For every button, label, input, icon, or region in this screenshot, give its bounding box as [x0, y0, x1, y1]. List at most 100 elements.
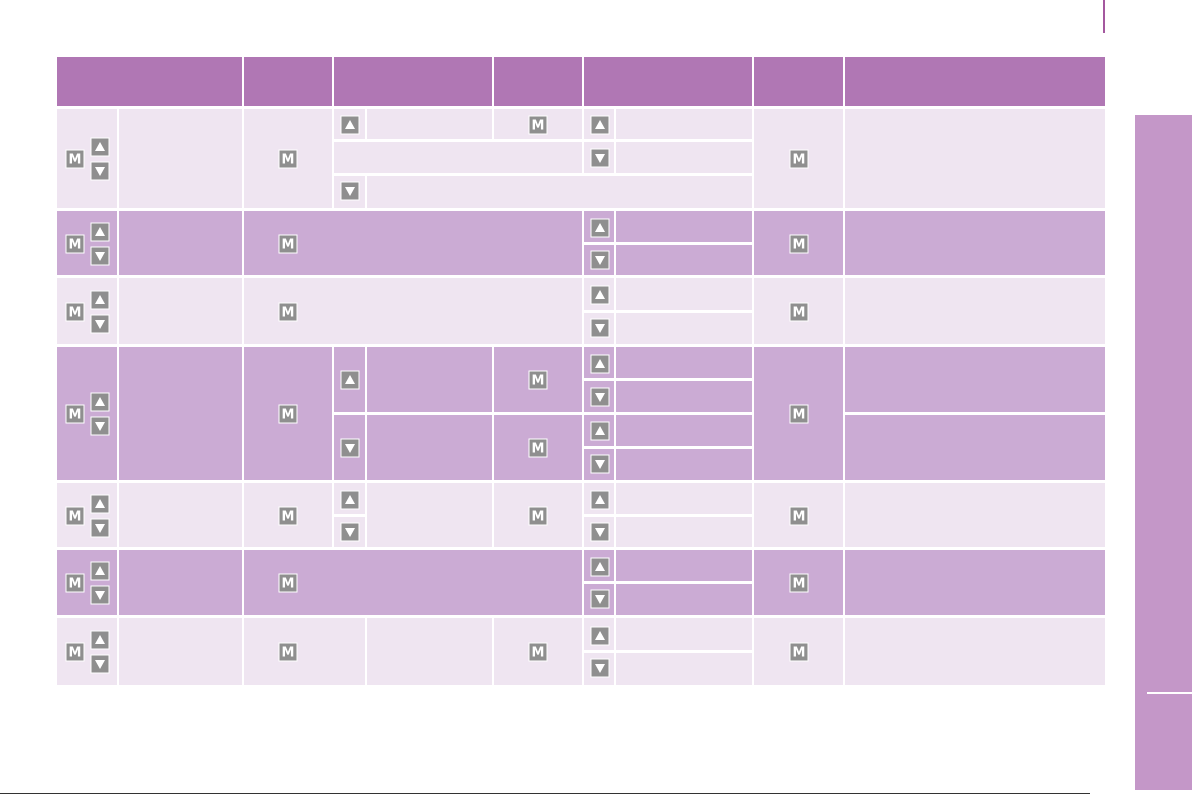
- header-divider: [582, 57, 584, 106]
- icon-box: [65, 234, 85, 254]
- table-cell: [119, 109, 242, 208]
- button-m: M: [793, 646, 806, 661]
- arrow-down: [595, 460, 605, 469]
- icon-box: [789, 404, 809, 424]
- table-cell: [616, 517, 752, 547]
- header-dividers: [242, 57, 845, 106]
- arrow-down: [345, 444, 355, 453]
- arrow-down: [595, 256, 605, 265]
- table-cell: [367, 109, 492, 139]
- arrow-down: [595, 528, 605, 537]
- icon-box: [278, 302, 298, 322]
- table-cell: [334, 142, 582, 173]
- icon-box: [65, 149, 85, 169]
- header-divider: [492, 57, 494, 106]
- table-cell: [244, 550, 582, 615]
- table-cell: [845, 618, 1105, 685]
- side-tab-line: [1147, 692, 1192, 694]
- icon-box: [789, 234, 809, 254]
- button-m: M: [69, 577, 82, 592]
- table-cell: [244, 211, 582, 275]
- icon-box: [278, 234, 298, 254]
- table-cell: [616, 142, 752, 173]
- arrow-up: [595, 290, 605, 299]
- button-m: M: [793, 510, 806, 525]
- table-cell: [367, 415, 492, 480]
- table-cell: [367, 176, 752, 208]
- table-cell: [845, 483, 1105, 547]
- button-m: M: [793, 306, 806, 321]
- button-m: M: [69, 153, 82, 168]
- table-cell: [119, 347, 242, 480]
- button-m: M: [532, 510, 545, 525]
- table-cell: [616, 584, 752, 615]
- icon-box: [278, 642, 298, 662]
- table-cell: [845, 550, 1105, 615]
- button-m: M: [793, 408, 806, 423]
- table-cell: [616, 415, 752, 446]
- arrow-down: [595, 393, 605, 402]
- icon-box: [65, 404, 85, 424]
- table-cell: [616, 618, 752, 650]
- table-cell: [119, 483, 242, 547]
- table-cell: [367, 483, 492, 547]
- arrow-down: [595, 664, 605, 673]
- icon-box: [65, 506, 85, 526]
- icon-box: [789, 149, 809, 169]
- arrow-up: [345, 120, 355, 129]
- arrow-down: [95, 422, 105, 431]
- icon-box: [528, 115, 548, 135]
- table-cell: [244, 618, 365, 685]
- button-m: M: [532, 442, 545, 457]
- table-cell: [845, 109, 1105, 208]
- icon-box: [789, 573, 809, 593]
- button-m: M: [282, 646, 295, 661]
- icon-box: [789, 302, 809, 322]
- button-m: M: [282, 153, 295, 168]
- arrow-up: [95, 635, 105, 644]
- button-m: M: [532, 374, 545, 389]
- arrow-up: [95, 295, 105, 304]
- table-cell: [616, 483, 752, 514]
- arrow-down: [345, 528, 355, 537]
- icon-box: [65, 573, 85, 593]
- arrow-down: [95, 167, 105, 176]
- icon-box: [278, 149, 298, 169]
- button-m: M: [793, 153, 806, 168]
- arrow-down: [95, 252, 105, 261]
- arrow-up: [595, 223, 605, 232]
- arrow-up: [95, 227, 105, 236]
- button-m: M: [69, 646, 82, 661]
- icon-box: [65, 302, 85, 322]
- arrow-down: [95, 320, 105, 329]
- table-cell: [616, 347, 752, 378]
- arrow-up: [345, 495, 355, 504]
- footer-line: [0, 793, 1090, 794]
- header-divider: [242, 57, 244, 106]
- button-m: M: [69, 408, 82, 423]
- table-cell: [244, 278, 582, 344]
- button-m: M: [282, 238, 295, 253]
- table-cell: [616, 381, 752, 412]
- table-cell: [616, 313, 752, 344]
- icon-box: [528, 370, 548, 390]
- button-m: M: [282, 306, 295, 321]
- button-m: M: [532, 119, 545, 134]
- icon-box: [278, 506, 298, 526]
- table-body: [57, 109, 1105, 685]
- arrow-down: [595, 154, 605, 163]
- arrow-up: [595, 426, 605, 435]
- button-m: M: [69, 238, 82, 253]
- arrow-up: [595, 495, 605, 504]
- table-cell: [616, 211, 752, 242]
- table-cell: [845, 347, 1105, 412]
- icon-box: [278, 404, 298, 424]
- arrow-down: [95, 524, 105, 533]
- header-divider: [752, 57, 754, 106]
- arrow-up: [95, 142, 105, 151]
- table-cell: [119, 550, 242, 615]
- button-m: M: [69, 306, 82, 321]
- table-cell: [367, 347, 492, 412]
- icon-box: [278, 573, 298, 593]
- arrow-up: [595, 120, 605, 129]
